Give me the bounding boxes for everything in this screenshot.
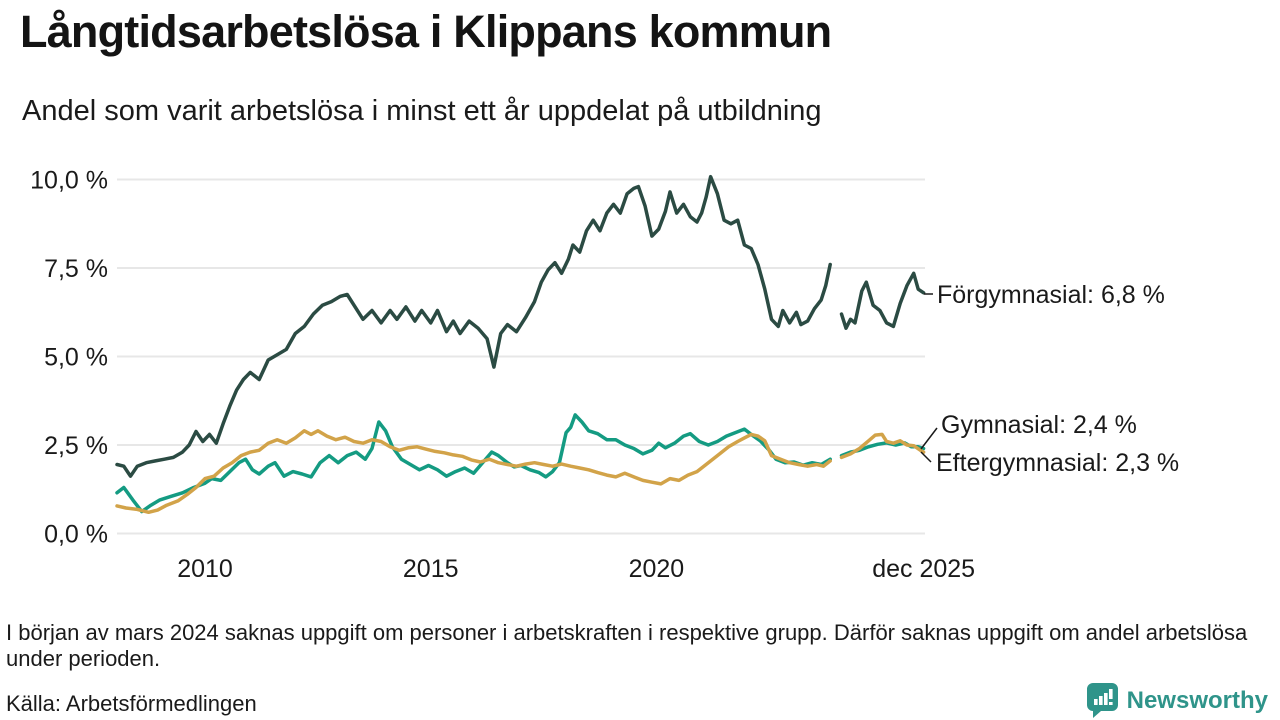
x-tick-label: 2010	[177, 555, 233, 583]
newsworthy-wordmark: Newsworthy	[1126, 686, 1268, 714]
end-label-forgymnasial: Förgymnasial: 6,8 %	[937, 281, 1165, 309]
y-tick-label: 10,0 %	[30, 167, 108, 195]
annotation-connector	[920, 427, 938, 450]
end-label-eftergymnasial: Eftergymnasial: 2,3 %	[936, 449, 1180, 477]
series-line-eftergymnasial	[115, 429, 832, 515]
newsworthy-logo: Newsworthy	[1086, 683, 1268, 718]
series-line-eftergymnasial	[839, 432, 926, 460]
series-line-gymnasial	[115, 413, 832, 514]
footnote: I början av mars 2024 saknas uppgift om …	[6, 620, 1248, 671]
x-tick-label: dec 2025	[872, 555, 975, 583]
chart-title: Långtidsarbetslösa i Klippans kommun	[20, 6, 832, 57]
y-tick-label: 7,5 %	[44, 255, 108, 283]
x-tick-label: 2020	[629, 555, 685, 583]
x-tick-label: 2015	[403, 555, 459, 583]
newsworthy-chart-bubble-icon	[1086, 683, 1118, 718]
series-line-forgymnasial	[839, 271, 926, 330]
source-label: Källa: Arbetsförmedlingen	[6, 691, 257, 716]
end-label-gymnasial: Gymnasial: 2,4 %	[941, 411, 1137, 439]
y-tick-label: 5,0 %	[44, 344, 108, 372]
annotation-connector	[920, 451, 932, 463]
y-tick-label: 0,0 %	[44, 521, 108, 549]
chart-subtitle: Andel som varit arbetslösa i minst ett å…	[22, 95, 822, 127]
y-tick-label: 2,5 %	[44, 432, 108, 460]
series-line-forgymnasial	[115, 174, 832, 478]
